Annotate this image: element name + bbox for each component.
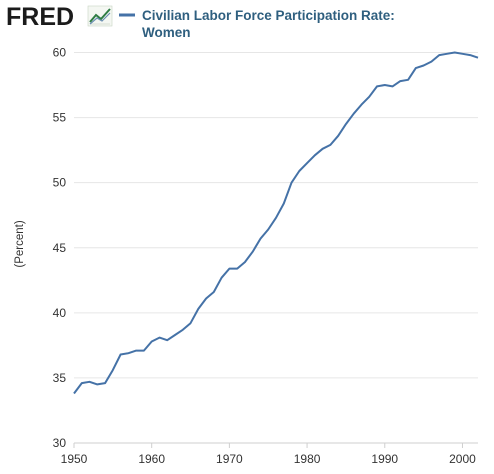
x-tick-label: 1990 xyxy=(371,452,398,466)
series-line xyxy=(73,51,479,395)
y-axis-ticks: 30 35 40 45 50 55 60 xyxy=(53,46,67,450)
y-tick-label: 35 xyxy=(53,371,67,385)
x-tick-label: 1970 xyxy=(216,452,243,466)
y-tick-label: 45 xyxy=(53,241,67,255)
x-tick-label: 1980 xyxy=(294,452,321,466)
y-axis-label: (Percent) xyxy=(14,220,26,267)
fred-chart-logo-icon xyxy=(87,5,113,27)
y-tick-label: 50 xyxy=(53,176,67,190)
chart-title-line2: Women xyxy=(142,25,191,40)
chart-title-line1: Civilian Labor Force Participation Rate: xyxy=(142,8,395,23)
y-tick-label: 40 xyxy=(53,306,67,320)
gridlines xyxy=(74,52,478,379)
x-tick-label: 1950 xyxy=(61,452,88,466)
series-layer xyxy=(73,51,479,395)
x-tick-label: 1960 xyxy=(138,452,165,466)
y-tick-label: 55 xyxy=(53,111,67,125)
y-tick-label: 30 xyxy=(53,436,67,450)
y-tick-label: 60 xyxy=(53,46,67,60)
x-axis-ticks: 1950 1960 1970 1980 1990 2000 xyxy=(61,443,476,466)
fred-brand: FRED xyxy=(6,3,74,31)
x-tick-label: 2000 xyxy=(449,452,476,466)
